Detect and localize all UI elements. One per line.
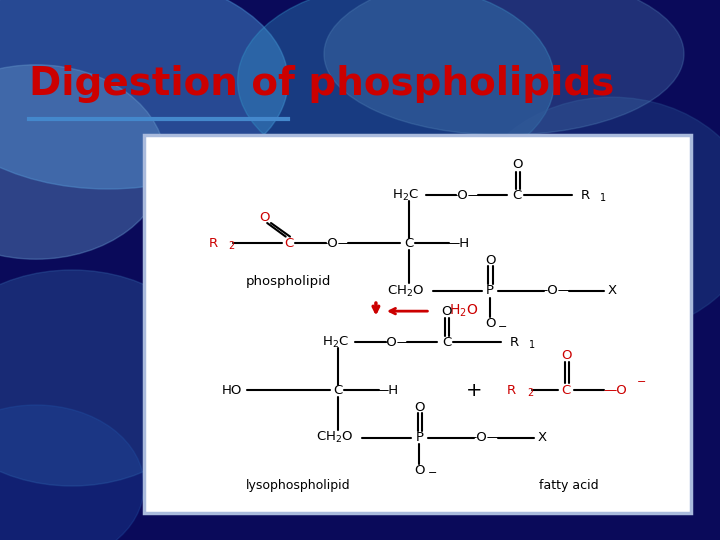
Text: X: X — [537, 431, 546, 444]
Text: H$_2$O: H$_2$O — [449, 303, 479, 319]
Text: −: − — [636, 376, 647, 387]
Text: fatty acid: fatty acid — [539, 479, 598, 492]
Text: X: X — [608, 285, 617, 298]
Ellipse shape — [238, 0, 554, 178]
Text: O: O — [485, 254, 495, 267]
Text: O: O — [414, 401, 425, 414]
Text: O: O — [561, 349, 572, 362]
Text: R: R — [508, 383, 516, 396]
Text: Digestion of phospholipids: Digestion of phospholipids — [29, 65, 614, 103]
Text: O: O — [414, 464, 425, 477]
Text: CH$_2$O: CH$_2$O — [317, 430, 354, 445]
Text: —H: —H — [375, 383, 398, 396]
Text: P: P — [415, 431, 423, 444]
Text: −: − — [428, 468, 437, 478]
Text: —O—: —O— — [464, 431, 500, 444]
Text: R: R — [510, 336, 519, 349]
Text: C: C — [562, 383, 571, 396]
Text: HO: HO — [222, 383, 242, 396]
Text: 1: 1 — [600, 193, 606, 203]
Text: 2: 2 — [228, 241, 234, 251]
Text: —O—: —O— — [374, 336, 410, 349]
Text: —O—: —O— — [444, 189, 482, 202]
Text: C: C — [442, 336, 451, 349]
Text: —O: —O — [603, 383, 627, 396]
Ellipse shape — [0, 405, 144, 540]
Text: O: O — [512, 158, 523, 171]
Text: C: C — [404, 237, 413, 249]
Text: —O—: —O— — [314, 237, 351, 249]
FancyBboxPatch shape — [144, 135, 691, 513]
Text: 2: 2 — [527, 388, 534, 397]
Text: phospholipid: phospholipid — [246, 275, 330, 288]
Ellipse shape — [0, 0, 288, 189]
Text: −: − — [498, 321, 508, 332]
Text: R: R — [208, 237, 217, 249]
Text: lysophospholipid: lysophospholipid — [246, 479, 350, 492]
Text: +: + — [466, 381, 482, 400]
Text: R: R — [580, 189, 590, 202]
Text: H$_2$C: H$_2$C — [392, 188, 419, 203]
Ellipse shape — [324, 0, 684, 135]
Text: C: C — [333, 383, 343, 396]
Text: CH$_2$O: CH$_2$O — [387, 284, 425, 299]
Text: O: O — [485, 317, 495, 330]
Text: —O—: —O— — [534, 285, 571, 298]
Text: C: C — [284, 237, 294, 249]
Ellipse shape — [468, 97, 720, 335]
Text: P: P — [486, 285, 494, 298]
Ellipse shape — [0, 270, 216, 486]
Text: H$_2$C: H$_2$C — [322, 335, 348, 350]
Text: 1: 1 — [529, 340, 536, 350]
Text: —H: —H — [446, 237, 469, 249]
Ellipse shape — [0, 65, 166, 259]
Text: C: C — [513, 189, 522, 202]
Text: O: O — [259, 211, 270, 224]
Text: O: O — [441, 305, 452, 318]
